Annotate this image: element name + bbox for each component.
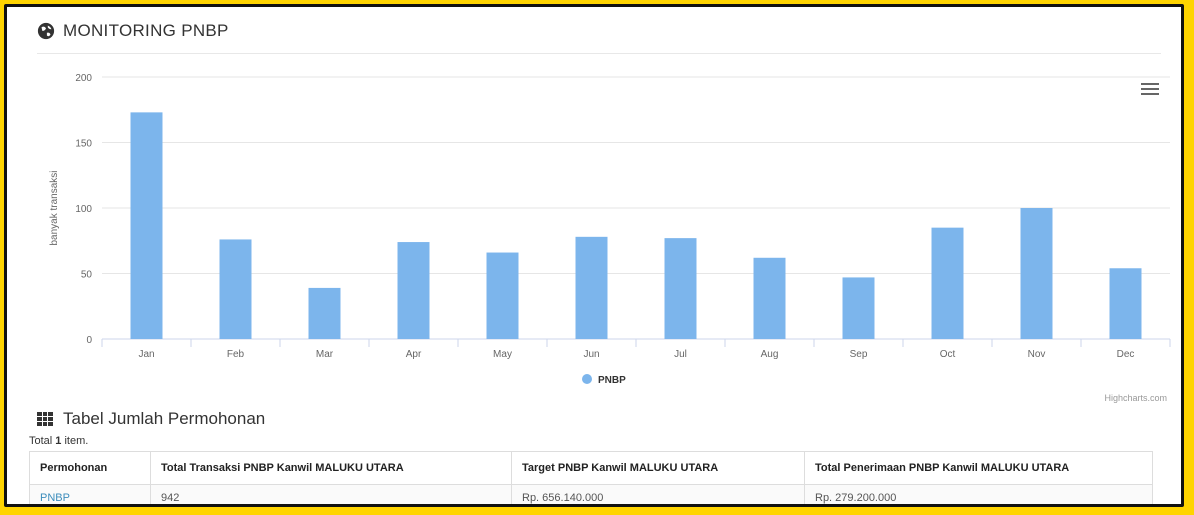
y-tick-label: 0 [86, 335, 92, 346]
bar-jun [575, 236, 608, 339]
x-tick-label: Nov [1028, 349, 1046, 360]
col-header-target[interactable]: Target PNBP Kanwil MALUKU UTARA [511, 451, 805, 485]
x-tick-label: Oct [940, 349, 956, 360]
x-tick-label: Feb [227, 349, 245, 360]
bar-apr [397, 242, 430, 339]
x-tick-label: Sep [850, 349, 868, 360]
globe-icon [37, 22, 55, 40]
col-header-permohonan[interactable]: Permohonan [29, 451, 151, 485]
x-tick-label: Apr [406, 349, 422, 360]
cell-total-transaksi: 942 [150, 484, 512, 504]
header-divider [37, 53, 1161, 54]
y-tick-label: 100 [75, 204, 92, 215]
chart-menu-icon[interactable] [1141, 83, 1159, 97]
panel-header: MONITORING PNBP [37, 21, 229, 41]
cell-target: Rp. 656.140.000 [511, 484, 805, 504]
legend-marker [582, 374, 592, 384]
permohonan-table: Permohonan Total Transaksi PNBP Kanwil M… [29, 451, 1153, 504]
bar-feb [219, 239, 252, 339]
legend-label: PNBP [598, 375, 626, 386]
table-summary: Total 1 item. [29, 435, 88, 447]
bar-nov [1020, 208, 1053, 339]
bar-oct [931, 227, 964, 339]
pnbp-bar-chart: 0 50 100 150 200 banyak transaksi Jan Feb Mar Apr… [49, 73, 1171, 386]
permohonan-link[interactable]: PNBP [40, 492, 70, 504]
bar-jul [664, 238, 697, 339]
bar-aug [753, 257, 786, 339]
bar-may [486, 252, 519, 339]
table-title-text: Tabel Jumlah Permohonan [63, 409, 266, 428]
table-header-row: Permohonan Total Transaksi PNBP Kanwil M… [29, 451, 1153, 485]
col-header-total-penerimaan[interactable]: Total Penerimaan PNBP Kanwil MALUKU UTAR… [804, 451, 1153, 485]
x-tick-label: Jan [138, 349, 154, 360]
panel-title: MONITORING PNBP [63, 21, 229, 40]
x-tick-label: Jun [583, 349, 599, 360]
summary-prefix: Total [29, 435, 56, 447]
summary-count: 1 [55, 435, 62, 447]
summary-suffix: item. [61, 435, 89, 447]
monitoring-panel: MONITORING PNBP 0 50 100 150 200 banyak trans… [4, 4, 1184, 507]
x-tick-label: Jul [674, 349, 687, 360]
bar-mar [308, 287, 341, 339]
x-tick-label: Dec [1117, 349, 1135, 360]
y-tick-label: 150 [75, 139, 92, 150]
x-tick-label: Aug [761, 349, 779, 360]
table-grid-icon [37, 412, 53, 426]
bar-jan [130, 112, 163, 340]
x-tick-label: May [493, 349, 512, 360]
x-tick-label: Mar [316, 349, 334, 360]
table-section-title: Tabel Jumlah Permohonan [37, 409, 265, 429]
cell-permohonan: PNBP [29, 484, 151, 504]
y-tick-label: 50 [81, 270, 93, 281]
chart-credits[interactable]: Highcharts.com [1104, 393, 1167, 403]
y-axis-title: banyak transaksi [49, 170, 60, 245]
table-row: PNBP 942 Rp. 656.140.000 Rp. 279.200.000 [29, 484, 1153, 504]
y-tick-label: 200 [75, 73, 92, 84]
cell-total-penerimaan: Rp. 279.200.000 [804, 484, 1153, 504]
col-header-total-transaksi[interactable]: Total Transaksi PNBP Kanwil MALUKU UTARA [150, 451, 512, 485]
bar-dec [1109, 268, 1142, 339]
bar-sep [842, 277, 875, 339]
